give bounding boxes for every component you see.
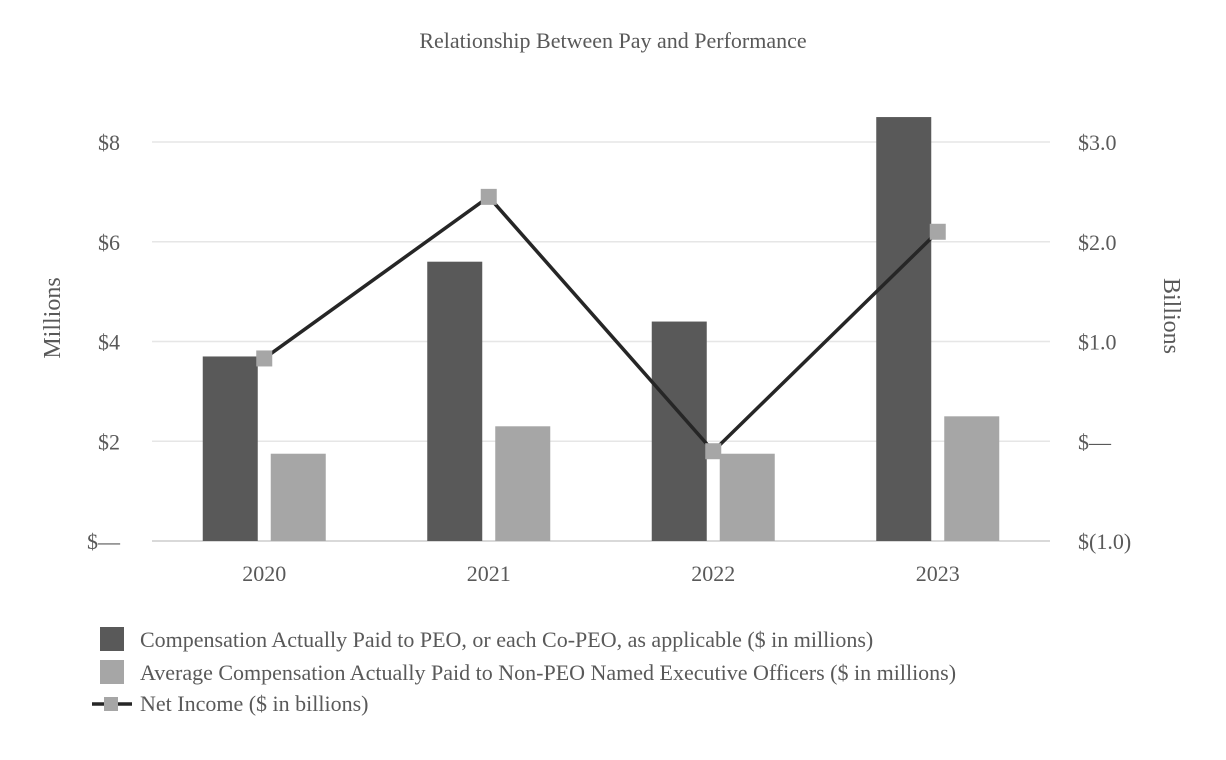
- legend-swatch-non-peo: [100, 660, 124, 684]
- right-axis-ticks: $(1.0) $— $1.0 $2.0 $3.0: [1078, 130, 1131, 554]
- bar-non-peo-2020: [270, 453, 326, 541]
- x-tick-label: 2023: [916, 561, 960, 586]
- net-income-line: [263, 194, 939, 454]
- x-tick-label: 2020: [242, 561, 286, 586]
- net-income-series: [256, 188, 946, 460]
- right-axis-label: Billions: [1158, 278, 1184, 354]
- bar-series: [202, 117, 1000, 541]
- left-axis-label: Millions: [40, 277, 66, 358]
- net-income-point-2022: [705, 443, 722, 460]
- bar-peo-2021: [427, 261, 483, 541]
- left-tick-label: $8: [98, 130, 120, 155]
- right-tick-label: $—: [1078, 429, 1112, 454]
- legend-label-net-income: Net Income ($ in billions): [140, 691, 369, 716]
- left-tick-label: $—: [87, 529, 121, 554]
- legend-swatch-peo: [100, 627, 124, 651]
- right-tick-label: $2.0: [1078, 230, 1117, 255]
- net-income-point-2023: [929, 223, 946, 240]
- legend-label-peo: Compensation Actually Paid to PEO, or ea…: [140, 627, 873, 652]
- x-tick-label: 2022: [691, 561, 735, 586]
- x-tick-label: 2021: [467, 561, 511, 586]
- legend: Compensation Actually Paid to PEO, or ea…: [92, 627, 956, 716]
- bar-peo-2020: [202, 356, 258, 541]
- bar-non-peo-2021: [495, 426, 551, 541]
- right-tick-label: $3.0: [1078, 130, 1117, 155]
- legend-label-non-peo: Average Compensation Actually Paid to No…: [140, 660, 956, 685]
- net-income-point-2021: [480, 188, 497, 205]
- right-tick-label: $(1.0): [1078, 529, 1131, 554]
- legend-marker-net-income: [104, 697, 118, 711]
- left-axis-ticks: $— $2 $4 $6 $8: [87, 130, 121, 554]
- chart-title: Relationship Between Pay and Performance: [419, 28, 806, 53]
- net-income-point-2020: [256, 350, 273, 367]
- right-tick-label: $1.0: [1078, 330, 1117, 355]
- bar-peo-2023: [876, 117, 932, 541]
- bar-non-peo-2022: [719, 453, 775, 541]
- left-tick-label: $4: [98, 330, 120, 355]
- x-axis-ticks: 2020 2021 2022 2023: [242, 561, 960, 586]
- left-tick-label: $2: [98, 429, 120, 454]
- bar-peo-2022: [651, 321, 707, 541]
- bar-non-peo-2023: [944, 416, 1000, 541]
- left-tick-label: $6: [98, 230, 120, 255]
